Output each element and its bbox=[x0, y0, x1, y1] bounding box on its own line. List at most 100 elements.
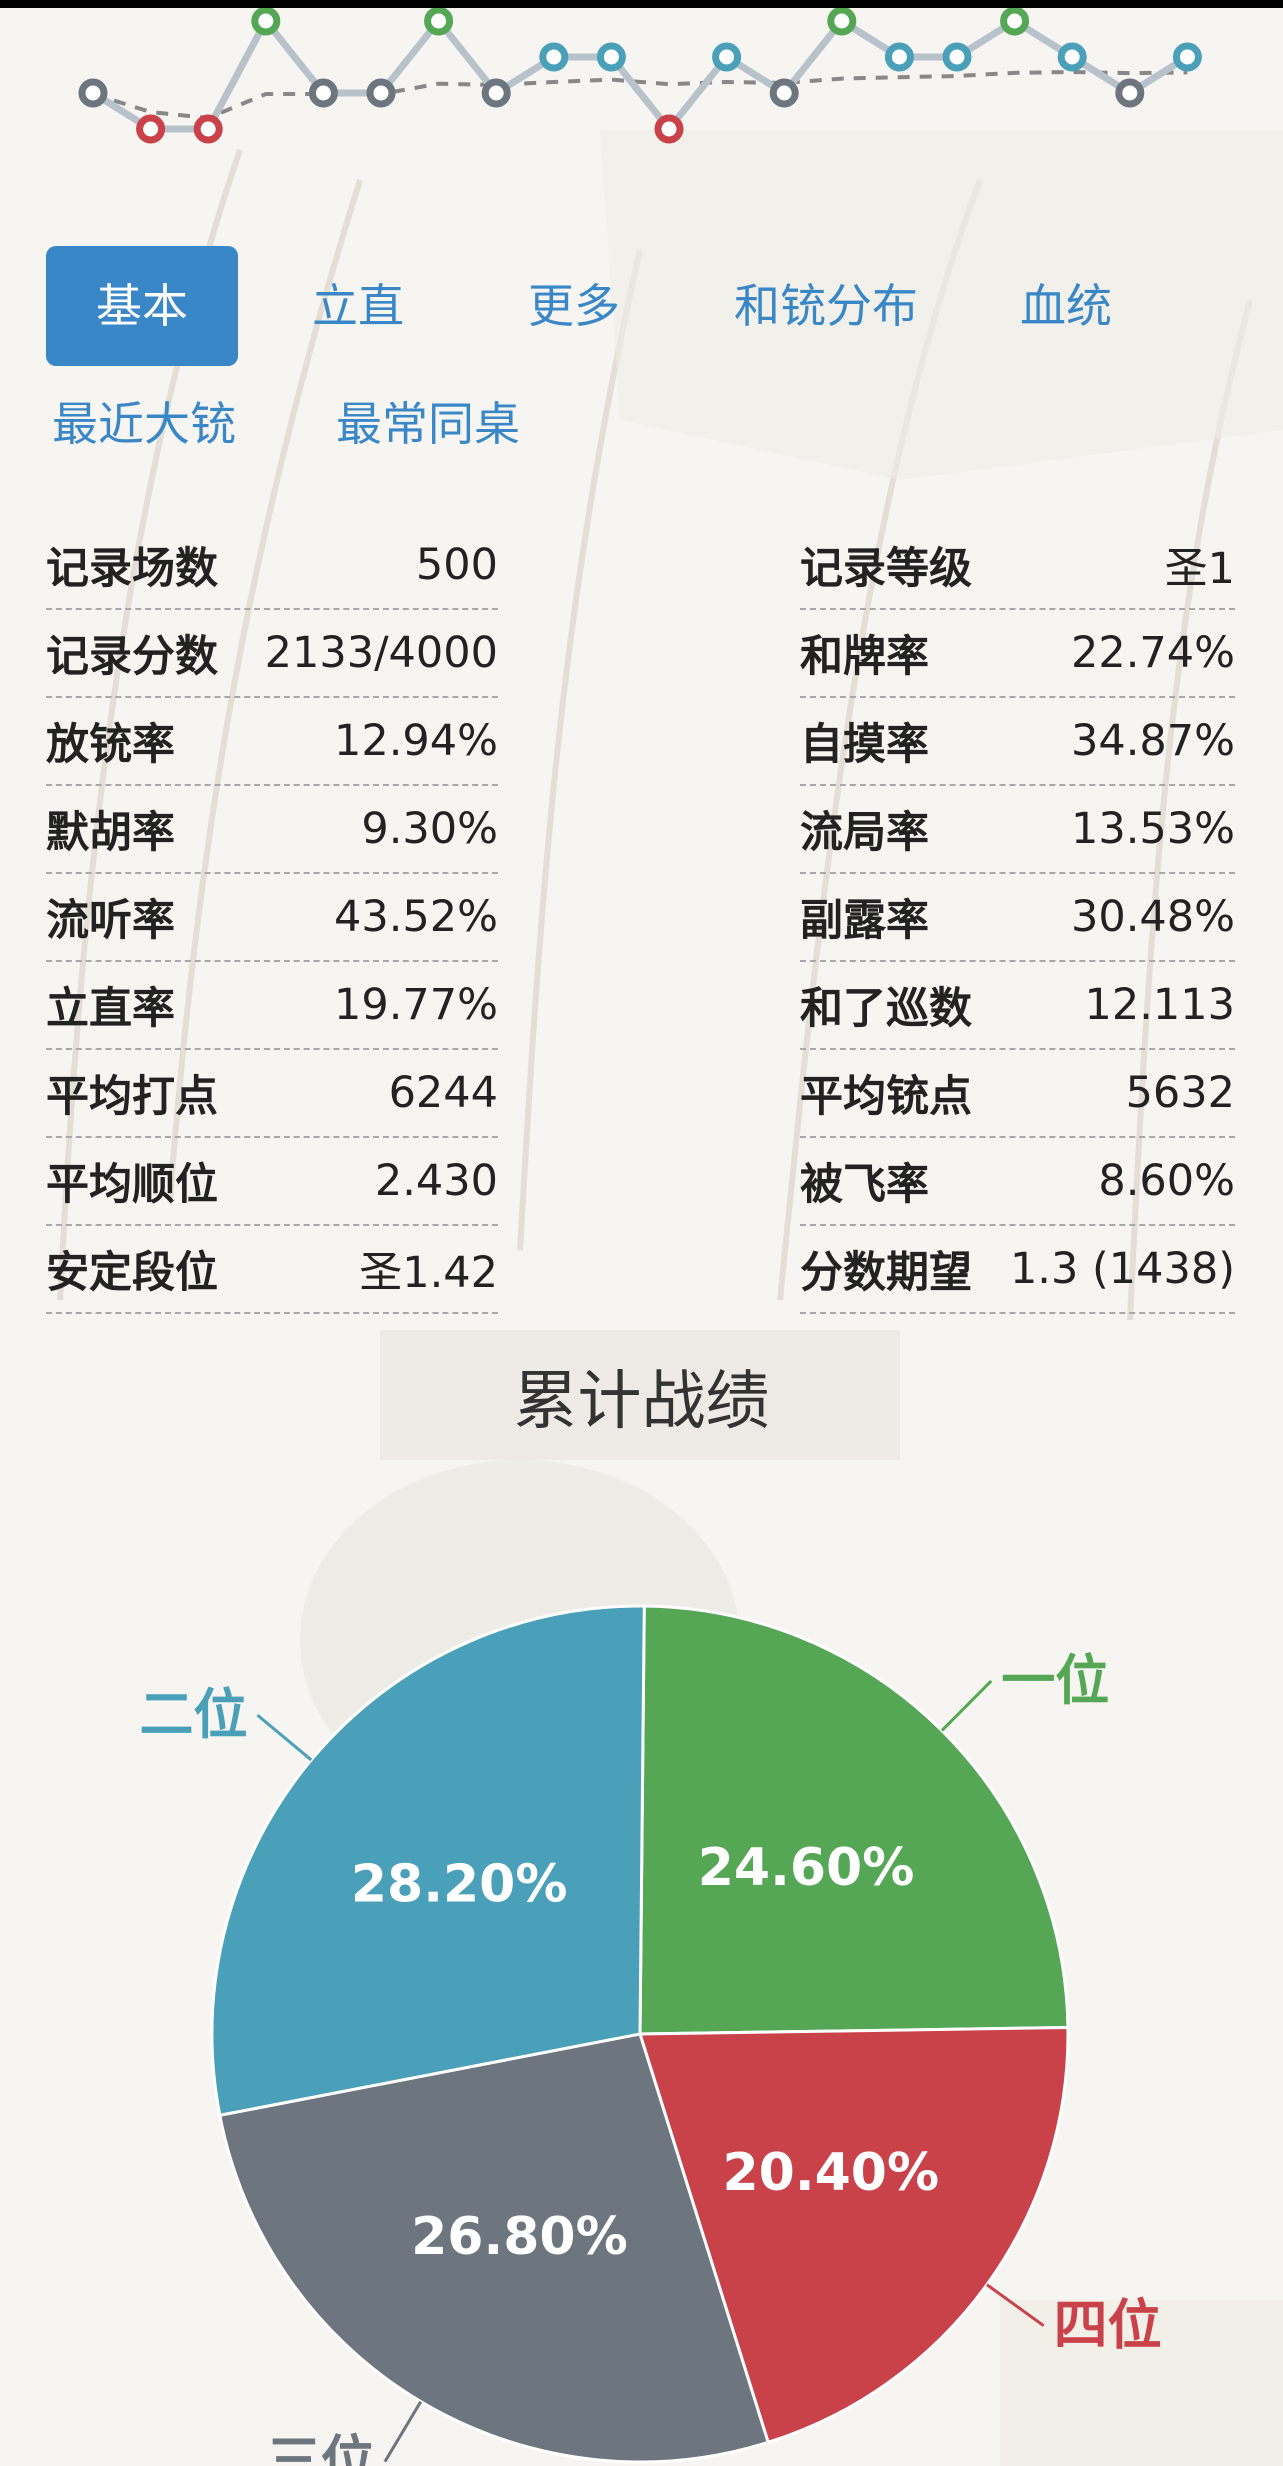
pie-leader-line bbox=[383, 2400, 423, 2463]
stats-table-right: 记录等级 圣1 和牌率 22.74% 自摸率 34.87% 流局率 13.53% 副露率… bbox=[800, 522, 1235, 1314]
stat-value: 2133/4000 bbox=[264, 628, 498, 678]
stat-label: 和牌率 bbox=[800, 632, 929, 682]
stat-label: 默胡率 bbox=[46, 808, 175, 858]
stat-row: 流听率 43.52% bbox=[46, 874, 498, 962]
trend-point[interactable] bbox=[1115, 78, 1145, 108]
stat-row: 分数期望 1.3 (1438) bbox=[800, 1226, 1235, 1314]
trend-point[interactable] bbox=[884, 42, 914, 72]
trend-point[interactable] bbox=[1057, 42, 1087, 72]
trend-point[interactable] bbox=[596, 42, 626, 72]
pie-value-label: 24.60% bbox=[698, 1838, 915, 1898]
trend-point[interactable] bbox=[712, 42, 742, 72]
stat-label: 副露率 bbox=[800, 896, 929, 946]
stat-row: 记录场数 500 bbox=[46, 522, 498, 610]
stat-value: 6244 bbox=[388, 1068, 498, 1118]
trend-point[interactable] bbox=[942, 42, 972, 72]
stat-value: 1.3 (1438) bbox=[1009, 1244, 1235, 1294]
stat-label: 流听率 bbox=[46, 896, 175, 946]
pie-slice[interactable] bbox=[637, 2026, 1070, 2445]
stat-value: 圣1 bbox=[1164, 544, 1235, 594]
pie-leader-line bbox=[940, 1679, 993, 1732]
stat-row: 平均打点 6244 bbox=[46, 1050, 498, 1138]
stat-label: 分数期望 bbox=[800, 1248, 972, 1298]
stat-label: 平均打点 bbox=[46, 1072, 218, 1122]
stat-value: 2.430 bbox=[374, 1156, 498, 1206]
stat-row: 立直率 19.77% bbox=[46, 962, 498, 1050]
tab-riichi[interactable]: 立直 bbox=[312, 279, 404, 333]
stat-value: 9.30% bbox=[361, 804, 498, 854]
stat-label: 记录分数 bbox=[46, 632, 218, 682]
trend-point[interactable] bbox=[827, 6, 857, 36]
stat-row: 记录分数 2133/4000 bbox=[46, 610, 498, 698]
pie-category-label: 四位 bbox=[1054, 2294, 1162, 2357]
pie-value-label: 26.80% bbox=[411, 2207, 628, 2267]
stat-label: 记录场数 bbox=[46, 544, 218, 594]
tab-win-deal-in-distribution[interactable]: 和铳分布 bbox=[734, 279, 918, 333]
tab-frequent-tablemates[interactable]: 最常同桌 bbox=[336, 397, 520, 451]
stat-value: 12.94% bbox=[334, 716, 498, 766]
tab-lineage[interactable]: 血统 bbox=[1020, 279, 1112, 333]
stat-value: 13.53% bbox=[1071, 804, 1235, 854]
stat-row: 副露率 30.48% bbox=[800, 874, 1235, 962]
stat-label: 平均顺位 bbox=[46, 1160, 218, 1210]
trend-point[interactable] bbox=[539, 42, 569, 72]
tab-bar: 基本 立直 更多 和铳分布 血统 最近大铳 最常同桌 bbox=[46, 246, 1246, 476]
stat-value: 43.52% bbox=[334, 892, 498, 942]
tab-recent-big-deal-ins[interactable]: 最近大铳 bbox=[52, 397, 236, 451]
stat-row: 平均顺位 2.430 bbox=[46, 1138, 498, 1226]
pie-slice[interactable] bbox=[638, 1604, 1070, 2036]
stat-value: 5632 bbox=[1125, 1068, 1235, 1118]
stat-row: 平均铳点 5632 bbox=[800, 1050, 1235, 1138]
status-bar-strip bbox=[0, 0, 1283, 8]
stat-value: 500 bbox=[415, 540, 498, 590]
stats-table-left: 记录场数 500 记录分数 2133/4000 放铳率 12.94% 默胡率 9.30%… bbox=[46, 522, 498, 1314]
trend-point[interactable] bbox=[424, 6, 454, 36]
stat-row: 安定段位 圣1.42 bbox=[46, 1226, 498, 1314]
trend-point[interactable] bbox=[769, 78, 799, 108]
trend-point[interactable] bbox=[481, 78, 511, 108]
stat-value: 19.77% bbox=[334, 980, 498, 1030]
trend-point[interactable] bbox=[251, 6, 281, 36]
stat-label: 自摸率 bbox=[800, 720, 929, 770]
pie-chart-title: 累计战绩 bbox=[513, 1365, 770, 1439]
placement-pie-chart: 24.60% 一位 20.40% 四位 26.80% 三位 28.20% 二位 bbox=[139, 1604, 1162, 2466]
stat-label: 平均铳点 bbox=[800, 1072, 972, 1122]
stat-value: 12.113 bbox=[1084, 980, 1235, 1030]
trend-point[interactable] bbox=[193, 114, 223, 144]
stat-label: 流局率 bbox=[800, 808, 929, 858]
stat-row: 和了巡数 12.113 bbox=[800, 962, 1235, 1050]
pie-leader-line bbox=[986, 2283, 1045, 2327]
stat-row: 和牌率 22.74% bbox=[800, 610, 1235, 698]
stat-value: 34.87% bbox=[1071, 716, 1235, 766]
stat-row: 记录等级 圣1 bbox=[800, 522, 1235, 610]
stat-row: 流局率 13.53% bbox=[800, 786, 1235, 874]
trend-average-line bbox=[92, 69, 1188, 121]
tab-more[interactable]: 更多 bbox=[528, 279, 620, 333]
stat-row: 默胡率 9.30% bbox=[46, 786, 498, 874]
trend-point[interactable] bbox=[366, 78, 396, 108]
trend-series-line bbox=[91, 14, 1190, 135]
trend-point[interactable] bbox=[1000, 6, 1030, 36]
trend-point[interactable] bbox=[308, 78, 338, 108]
rank-trend-chart bbox=[78, 6, 1202, 144]
pie-value-label: 20.40% bbox=[723, 2143, 940, 2203]
tab-basic[interactable]: 基本 bbox=[46, 246, 238, 366]
stat-row: 自摸率 34.87% bbox=[800, 698, 1235, 786]
stat-value: 30.48% bbox=[1071, 892, 1235, 942]
stat-label: 放铳率 bbox=[46, 720, 175, 770]
pie-value-label: 28.20% bbox=[351, 1854, 568, 1914]
stat-row: 被飞率 8.60% bbox=[800, 1138, 1235, 1226]
trend-point[interactable] bbox=[654, 114, 684, 144]
stat-label: 记录等级 bbox=[800, 544, 972, 594]
pie-category-label: 一位 bbox=[1001, 1649, 1109, 1712]
stat-label: 被飞率 bbox=[800, 1160, 929, 1210]
trend-point[interactable] bbox=[136, 114, 166, 144]
trend-point[interactable] bbox=[78, 78, 108, 108]
pie-category-label: 二位 bbox=[139, 1683, 247, 1746]
stat-row: 放铳率 12.94% bbox=[46, 698, 498, 786]
trend-point[interactable] bbox=[1172, 42, 1202, 72]
stat-value: 8.60% bbox=[1098, 1156, 1235, 1206]
pie-category-label: 三位 bbox=[267, 2430, 375, 2466]
stat-label: 和了巡数 bbox=[800, 984, 972, 1034]
pie-slice[interactable] bbox=[218, 2032, 771, 2464]
